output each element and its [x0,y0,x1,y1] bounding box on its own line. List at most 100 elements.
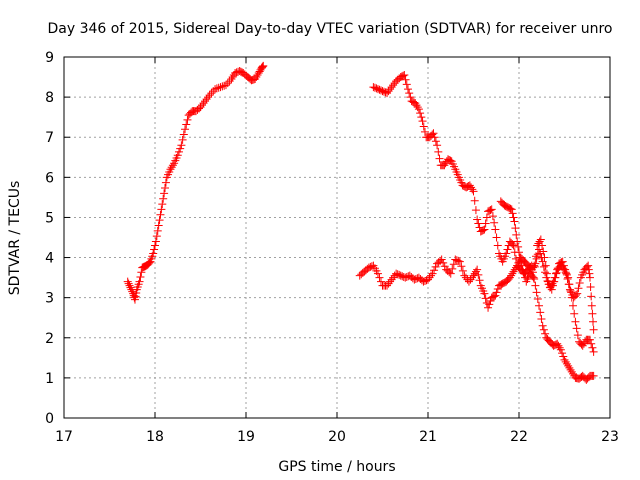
x-tick-label: 22 [510,429,528,445]
data-point [457,262,466,271]
data-point [420,127,429,136]
data-point [152,232,161,241]
x-tick-label: 19 [237,429,255,445]
data-point [538,241,547,250]
data-point [528,272,537,281]
data-point [176,144,185,153]
data-point [487,205,496,214]
data-point [435,154,444,163]
y-tick-label: 3 [45,291,54,307]
data-point [578,341,587,350]
data-point [389,273,398,282]
data-point [182,120,191,129]
data-point [508,269,517,278]
data-point [474,219,483,228]
data-point [531,281,540,290]
data-point [503,245,512,254]
data-point [530,261,539,270]
data-point [464,277,473,286]
data-point [373,269,382,278]
x-tick-label: 17 [55,429,73,445]
data-point [258,62,267,71]
data-point [509,213,518,222]
data-point [375,273,384,282]
data-point [548,281,557,290]
data-point [564,361,573,370]
data-point [416,109,425,118]
x-axis-label: GPS time / hours [278,459,395,475]
data-point [384,279,393,288]
data-point [465,181,474,190]
data-point [216,83,225,92]
x-axis-tick-labels: 17 18 19 20 21 22 23 [55,429,619,445]
data-point [156,210,165,219]
data-point [183,115,192,124]
data-point [573,331,582,340]
data-point [401,75,410,84]
data-point [439,258,448,267]
data-point [433,141,442,150]
data-point [564,280,573,289]
data-point [252,73,261,82]
data-point [491,291,500,300]
data-point [572,324,581,333]
data-point [470,269,479,278]
data-point [585,269,594,278]
data-point [402,80,411,89]
data-point [403,85,412,94]
data-point [431,137,440,146]
data-point [480,225,489,234]
data-point [454,256,463,265]
data-point [441,159,450,168]
data-point [585,273,594,282]
data-point [488,212,497,221]
data-point [480,289,489,298]
axis-ticks [63,56,611,419]
data-point [429,129,438,138]
data-point [211,85,220,94]
data-point [518,265,527,274]
data-point [490,218,499,227]
data-point [492,233,501,242]
series-segment-1 [123,61,268,304]
data-point [154,221,163,230]
y-tick-label: 0 [45,411,54,427]
data-point [513,237,522,246]
data-point [532,288,541,297]
data-point [414,105,423,114]
data-point [539,247,548,256]
data-point [568,369,577,378]
data-point [516,257,525,266]
y-axis-label: SDTVAR / TECUs [7,181,23,296]
data-point [251,75,260,84]
data-point [137,268,146,277]
data-point [564,273,573,282]
data-point [387,83,396,92]
data-point [469,271,478,280]
data-point [509,267,518,276]
data-point [561,265,570,274]
data-point [547,285,556,294]
data-point [482,213,491,222]
chart-title: Day 346 of 2015, Sidereal Day-to-day VTE… [48,21,613,37]
data-point [161,184,170,193]
data-point [589,317,598,326]
data-point [212,84,221,93]
data-point [427,271,436,280]
data-point [201,97,210,106]
data-point [502,249,511,258]
data-point [196,103,205,112]
data-point [536,308,545,317]
x-tick-label: 21 [419,429,437,445]
data-point [589,371,598,380]
data-point [158,200,167,209]
data-point [155,216,164,225]
data-point [168,161,177,170]
data-point [384,87,393,96]
data-point [558,257,567,266]
data-point [541,268,550,277]
data-point [479,226,488,235]
data-point [178,135,187,144]
data-point [460,271,469,280]
